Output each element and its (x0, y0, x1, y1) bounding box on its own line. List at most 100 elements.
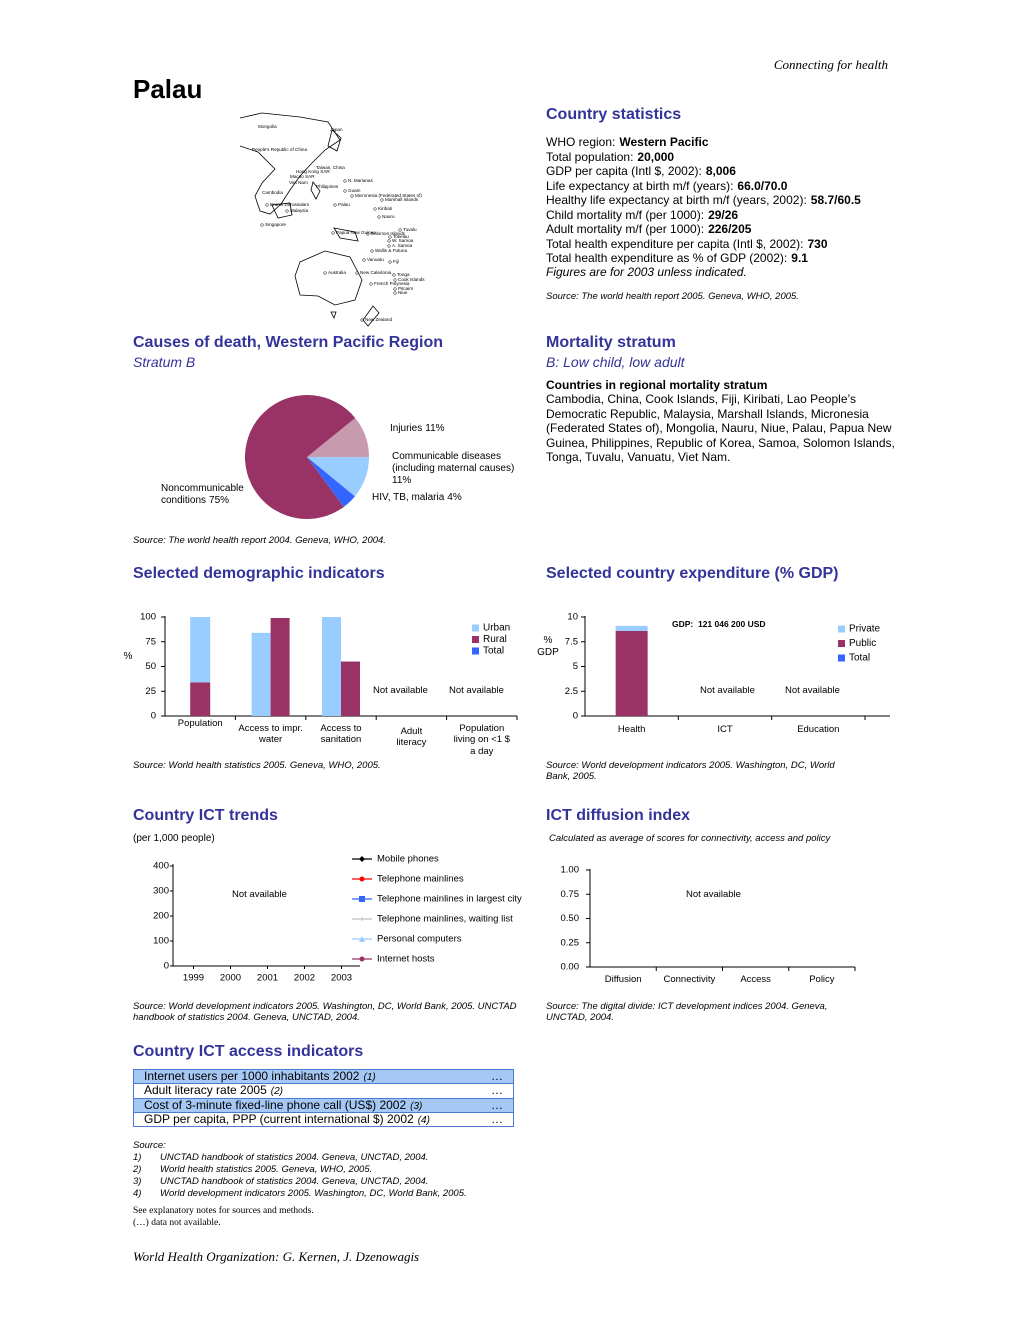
note: See explanatory notes for sources and me… (133, 1206, 314, 1216)
map-label: Solomon Islands (371, 231, 406, 236)
legend-label: Rural (483, 634, 507, 645)
map-label: Tokelau (393, 234, 409, 239)
map-label: Tuvalu (403, 227, 417, 232)
bar (270, 617, 290, 716)
row-ref: (4) (417, 1114, 430, 1126)
y-tick-label: 0.00 (561, 962, 580, 973)
chart-title: Selected country expenditure (% GDP) (546, 565, 839, 582)
y-tick-label: 0.25 (561, 937, 580, 948)
legend-swatch (472, 647, 479, 655)
x-tick-label: Adult literacy (396, 726, 427, 749)
pie-label-value: 75% (209, 495, 230, 506)
map-marker (377, 215, 381, 219)
legend-marker (360, 917, 364, 921)
y-tick-label: 200 (153, 911, 169, 922)
map-marker (343, 179, 347, 183)
legend-swatch (838, 625, 845, 633)
map-label: Japan (330, 127, 343, 132)
map-shape (327, 129, 342, 152)
map-marker (380, 198, 384, 202)
source: Source: World development indicators 200… (546, 760, 835, 783)
y-tick-label: 0 (151, 711, 156, 722)
x-tick-label: Population living on <1 $ a day (453, 723, 510, 757)
y-tick-label: 100 (153, 936, 169, 947)
map-marker (355, 271, 359, 275)
stat-value: 20,000 (637, 149, 675, 164)
map-label: New Zealand (365, 317, 393, 322)
source-number: 4) (133, 1188, 142, 1199)
bar-segment (190, 617, 211, 683)
map-marker (393, 291, 397, 295)
map-shape (310, 181, 321, 200)
row-label-text: GDP per capita, PPP (current internation… (144, 1111, 414, 1126)
x-tick-label: Policy (809, 974, 835, 985)
stat-value: 226/205 (708, 222, 752, 236)
pie-slice (307, 417, 369, 458)
map-label: Micronesia (Federated States of) (355, 193, 422, 198)
map-marker (350, 194, 354, 198)
x-tick-label: Connectivity (663, 974, 716, 985)
map-label: Pitcairn (398, 286, 414, 291)
legend-marker (359, 896, 365, 902)
bar-segment (615, 630, 648, 716)
map-label: Nauru (382, 214, 395, 219)
map-marker (366, 232, 370, 236)
section-title: Country ICT access indicators (133, 1043, 364, 1060)
pie-slice (244, 394, 356, 519)
source-text: World development indicators 2005. Washi… (160, 1188, 467, 1199)
stat-row: Total health expenditure per capita (Int… (546, 237, 828, 251)
map-label: Cook Islands (398, 277, 425, 282)
pie-label: HIV, TB, malaria 4% (372, 492, 462, 504)
pie-label-name: Communicable diseases (including materna… (392, 451, 515, 474)
row-value: … (491, 1069, 503, 1083)
x-tick-label: Education (797, 724, 840, 735)
stat-label: WHO region: (546, 135, 616, 149)
x-tick-label: Diffusion (604, 974, 642, 985)
y-tick-label: 25 (145, 686, 156, 697)
stat-note: Figures are for 2003 unless indicated. (546, 265, 747, 279)
source: Source: The digital divide: ICT developm… (546, 1001, 828, 1024)
map-label: Marshall Islands (385, 197, 419, 202)
page-title: Palau (133, 74, 203, 104)
row-label: Internet users per 1000 inhabitants 2002… (144, 1070, 376, 1084)
annotation: GDP: 121 046 200 USD (672, 619, 766, 629)
table-row: Adult literacy rate 2005 (2)… (134, 1083, 513, 1099)
map-marker (362, 258, 366, 262)
pie-label-name: HIV, TB, malaria (372, 492, 445, 503)
pie-label: Injuries 11% (390, 423, 445, 435)
legend-label: Telephone mainlines, waiting list (377, 914, 513, 925)
legend-label: Personal computers (377, 934, 462, 945)
map-label: Fiji (393, 259, 399, 264)
x-tick-label: 2000 (220, 973, 241, 984)
bar (322, 617, 341, 716)
x-tick-label: 2002 (294, 973, 315, 984)
x-tick-label: Access to sanitation (320, 723, 362, 746)
y-tick-label: 50 (145, 661, 156, 672)
bar (341, 661, 360, 716)
map-label: Guam (348, 188, 361, 193)
stratum-countries: Cambodia, China, Cook Islands, Fiji, Kir… (546, 392, 895, 465)
row-label-text: Internet users per 1000 inhabitants 2002 (144, 1069, 360, 1083)
legend-label: Total (483, 646, 504, 657)
legend-label: Public (849, 638, 876, 649)
pie-label-value: 4% (447, 492, 462, 503)
y-tick-label: 10 (567, 612, 578, 623)
y-tick-label: 300 (153, 886, 169, 897)
table-row: GDP per capita, PPP (current internation… (134, 1111, 513, 1127)
map-marker (331, 231, 335, 235)
map-label: Cambodia (262, 190, 283, 195)
chart-title: Causes of death, Western Pacific Region (133, 334, 444, 351)
map-marker (333, 203, 337, 207)
map-label: Kiribati (378, 206, 392, 211)
source: Source: World development indicators 200… (133, 1001, 517, 1024)
row-value: … (491, 1083, 503, 1098)
row-value: … (491, 1097, 503, 1112)
map-marker (387, 244, 391, 248)
annotation: Not available (449, 685, 504, 696)
y-tick-label: 100 (140, 612, 156, 623)
legend-marker (359, 956, 365, 962)
chart-title: Country ICT trends (133, 807, 278, 824)
source-text: World health statistics 2005. Geneva, WH… (160, 1164, 373, 1175)
map-label: Viet Nam (289, 180, 308, 185)
